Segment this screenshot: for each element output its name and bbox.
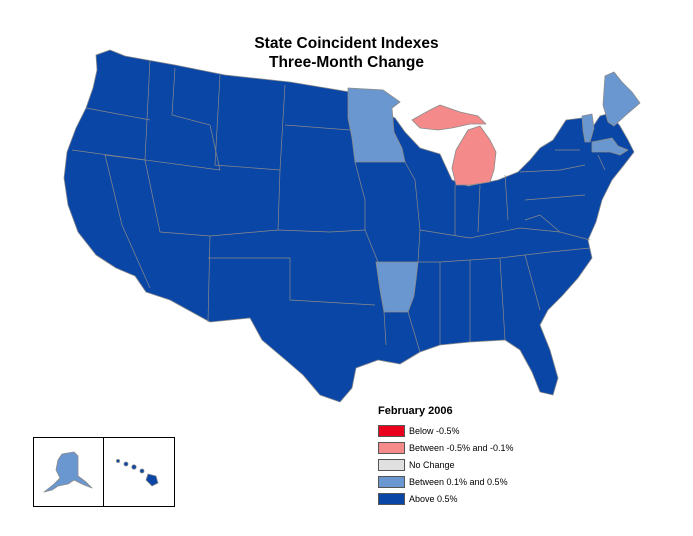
- legend-label: Between 0.1% and 0.5%: [409, 476, 508, 487]
- state-michigan-upper: [411, 104, 487, 131]
- legend-title: February 2006: [378, 405, 453, 417]
- legend-swatch: [378, 441, 405, 454]
- state-arkansas: [375, 261, 419, 313]
- legend-swatch: [378, 475, 405, 488]
- legend-item-above: Above 0.5%: [378, 490, 578, 507]
- legend-item-below: Below -0.5%: [378, 422, 578, 439]
- inset-map-box: [33, 437, 175, 507]
- legend-label: No Change: [409, 459, 455, 470]
- state-alaska: [43, 451, 93, 493]
- contiguous-us-states: [63, 49, 635, 403]
- state-minnesota: [347, 87, 406, 163]
- legend-item-between-neg: Between -0.5% and -0.1%: [378, 439, 578, 456]
- legend-label: Below -0.5%: [409, 425, 460, 436]
- legend-label: Above 0.5%: [409, 493, 458, 504]
- state-massachusetts: [591, 137, 629, 156]
- legend-swatch: [378, 492, 405, 505]
- state-michigan-lower: [451, 125, 497, 186]
- state-borders: [71, 59, 606, 353]
- inset-svg: [43, 451, 159, 493]
- inset-divider: [103, 438, 104, 506]
- state-maine: [602, 71, 641, 127]
- legend: February 2006 Below -0.5% Between -0.5% …: [378, 405, 578, 507]
- state-vermont: [581, 113, 595, 143]
- legend-item-no-change: No Change: [378, 456, 578, 473]
- legend-item-between-pos: Between 0.1% and 0.5%: [378, 473, 578, 490]
- state-hawaii: [116, 458, 159, 487]
- title-line-2: Three-Month Change: [269, 54, 424, 71]
- title-line-1: State Coincident Indexes: [254, 35, 439, 52]
- legend-swatch: [378, 458, 405, 471]
- legend-swatch: [378, 424, 405, 437]
- legend-label: Between -0.5% and -0.1%: [409, 442, 514, 453]
- map-title: State Coincident Indexes Three-Month Cha…: [0, 34, 693, 72]
